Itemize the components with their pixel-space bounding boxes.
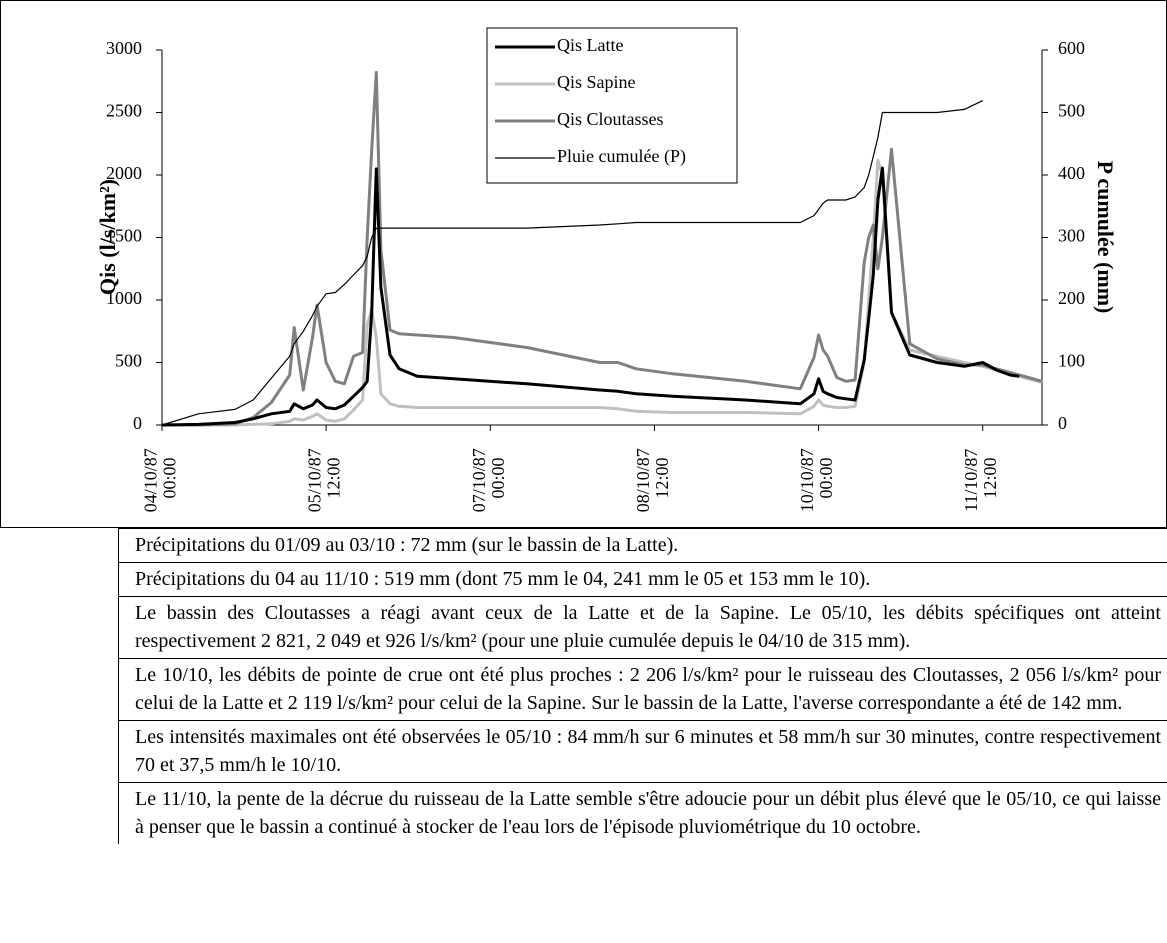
y-tick-label: 0 [133, 413, 142, 433]
y2-tick-label: 100 [1058, 351, 1085, 371]
y2-tick-label: 0 [1058, 413, 1067, 433]
x-tick-label: 07/10/87 00:00 [469, 444, 508, 513]
note: Précipitations du 04 au 11/10 : 519 mm (… [118, 562, 1167, 596]
y-tick-label: 2500 [106, 101, 142, 121]
y-tick-label: 1500 [106, 226, 142, 246]
legend-box [486, 27, 738, 184]
legend-label: Qis Cloutasses [557, 109, 664, 129]
note: Précipitations du 01/09 au 03/10 : 72 mm… [118, 528, 1167, 562]
note: Les intensités maximales ont été observé… [118, 720, 1167, 782]
legend-label: Qis Latte [557, 35, 623, 55]
y2-tick-label: 400 [1058, 163, 1085, 183]
y2-tick-label: 600 [1058, 38, 1085, 58]
x-tick-label: 05/10/87 12:00 [305, 444, 344, 513]
series-line [161, 100, 983, 426]
y-tick-label: 2000 [106, 163, 142, 183]
x-tick-label: 04/10/87 00:00 [141, 444, 180, 513]
x-tick-label: 10/10/87 00:00 [797, 444, 836, 513]
legend: Qis Latte Qis Sapine Qis Cloutasses Pluie c… [486, 27, 738, 184]
legend-label: Qis Sapine [557, 72, 636, 92]
y-tick-label: 500 [115, 351, 142, 371]
y2-tick-label: 500 [1058, 101, 1085, 121]
y2-axis-title: P cumulée (mm) [1093, 161, 1118, 314]
y2-tick-label: 300 [1058, 226, 1085, 246]
series-line [162, 70, 1043, 427]
legend-label: Pluie cumulée (P) [557, 146, 686, 167]
series-line [161, 166, 1020, 427]
x-tick-label: 11/10/87 12:00 [961, 444, 1000, 512]
notes: Précipitations du 01/09 au 03/10 : 72 mm… [118, 528, 1167, 844]
x-tick-label: 08/10/87 12:00 [633, 444, 672, 513]
y-axis-title: Qis (l/s/km²) [95, 179, 120, 295]
y2-tick-label: 200 [1058, 288, 1085, 308]
note: Le bassin des Cloutasses a réagi avant c… [118, 596, 1167, 658]
y-tick-label: 1000 [106, 288, 142, 308]
y-tick-label: 3000 [106, 38, 142, 58]
note: Le 10/10, les débits de pointe de crue o… [118, 658, 1167, 720]
chart: Qis (l/s/km²) P cumulée (mm) 05001000150… [0, 0, 1167, 528]
note: Le 11/10, la pente de la décrue du ruiss… [118, 782, 1167, 844]
